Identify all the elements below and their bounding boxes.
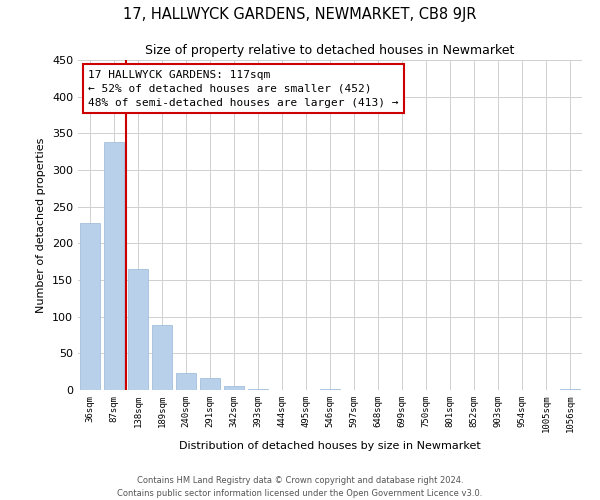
Text: 17 HALLWYCK GARDENS: 117sqm
← 52% of detached houses are smaller (452)
48% of se: 17 HALLWYCK GARDENS: 117sqm ← 52% of det… (88, 70, 398, 108)
Bar (80, 223, 100, 390)
Bar (128, 269, 148, 390)
Text: 17, HALLWYCK GARDENS, NEWMARKET, CB8 9JR: 17, HALLWYCK GARDENS, NEWMARKET, CB8 9JR (123, 8, 477, 22)
Y-axis label: Number of detached properties: Number of detached properties (37, 138, 46, 312)
Bar (224, 386, 244, 390)
Bar (152, 324, 172, 390)
X-axis label: Distribution of detached houses by size in Newmarket: Distribution of detached houses by size … (179, 441, 481, 451)
Bar (176, 373, 196, 390)
Bar (200, 378, 220, 390)
Bar (104, 142, 124, 390)
Bar (560, 388, 580, 390)
Title: Size of property relative to detached houses in Newmarket: Size of property relative to detached ho… (145, 44, 515, 58)
Text: Contains HM Land Registry data © Crown copyright and database right 2024.
Contai: Contains HM Land Registry data © Crown c… (118, 476, 482, 498)
